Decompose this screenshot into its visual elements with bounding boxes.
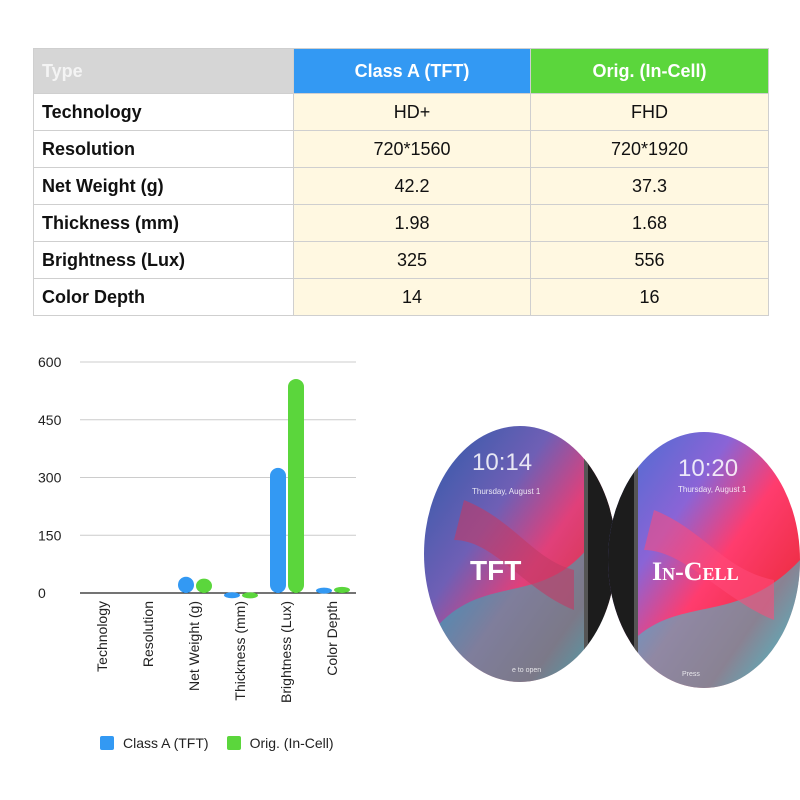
legend-label: Orig. (In-Cell) xyxy=(249,735,334,751)
bar-orig xyxy=(334,586,350,593)
cell-orig: 1.68 xyxy=(530,204,769,242)
legend-item-class-a: Class A (TFT) xyxy=(100,735,209,751)
row-label: Net Weight (g) xyxy=(33,167,294,205)
chart-legend: Class A (TFT) Orig. (In-Cell) xyxy=(100,735,352,751)
bar-class-a xyxy=(224,592,240,599)
cell-orig: 37.3 xyxy=(530,167,769,205)
row-label: Brightness (Lux) xyxy=(33,241,294,279)
incell-date: Thursday, August 1 xyxy=(678,485,747,494)
bar-orig xyxy=(196,578,212,593)
table-row: Net Weight (g) 42.2 37.3 xyxy=(33,167,769,205)
y-tick-label: 150 xyxy=(38,527,62,543)
incell-phone: 10:20 Thursday, August 1 In-Cell Press xyxy=(608,432,800,688)
y-tick-label: 600 xyxy=(38,354,62,370)
legend-swatch-green xyxy=(226,736,241,750)
tft-phone: 10:14 Thursday, August 1 TFT e to open xyxy=(424,426,616,682)
row-label: Technology xyxy=(33,93,294,131)
bar-class-a xyxy=(178,576,194,593)
cell-orig: 720*1920 xyxy=(530,130,769,168)
y-tick-label: 300 xyxy=(38,470,62,486)
row-label: Resolution xyxy=(33,130,294,168)
x-tick-label: Net Weight (g) xyxy=(186,601,202,691)
tft-hint: e to open xyxy=(512,667,541,674)
bar-class-a xyxy=(270,467,286,593)
spec-table: Type Class A (TFT) Orig. (In-Cell) Techn… xyxy=(33,48,769,316)
y-tick-label: 0 xyxy=(38,585,46,601)
cell-class-a: 42.2 xyxy=(293,167,531,205)
legend-label: Class A (TFT) xyxy=(123,735,209,751)
x-tick-label: Technology xyxy=(94,601,110,672)
cell-orig: FHD xyxy=(530,93,769,131)
header-orig: Orig. (In-Cell) xyxy=(530,48,769,94)
cell-class-a: 14 xyxy=(293,278,531,316)
x-tick-label: Thickness (mm) xyxy=(232,601,248,701)
table-row: Technology HD+ FHD xyxy=(33,93,769,131)
legend-item-orig: Orig. (In-Cell) xyxy=(226,735,334,751)
bar-orig xyxy=(242,592,258,599)
bar-class-a xyxy=(316,587,332,594)
incell-label: In-Cell xyxy=(652,557,739,586)
header-type: Type xyxy=(33,48,294,94)
tft-time: 10:14 xyxy=(472,449,532,476)
bar-chart: 0 150 300 450 600 Technology Resolution Net Wei… xyxy=(38,354,356,703)
incell-time: 10:20 xyxy=(678,455,738,482)
table-row: Color Depth 14 16 xyxy=(33,278,769,316)
tft-label: TFT xyxy=(470,555,521,586)
table-row: Brightness (Lux) 325 556 xyxy=(33,241,769,279)
bar-orig xyxy=(288,378,304,593)
table-row: Thickness (mm) 1.98 1.68 xyxy=(33,204,769,242)
row-label: Thickness (mm) xyxy=(33,204,294,242)
y-tick-label: 450 xyxy=(38,412,62,428)
table-header-row: Type Class A (TFT) Orig. (In-Cell) xyxy=(33,48,769,94)
row-label: Color Depth xyxy=(33,278,294,316)
x-tick-label: Resolution xyxy=(140,601,156,667)
incell-hint: Press xyxy=(682,671,700,678)
legend-swatch-blue xyxy=(100,736,114,750)
header-class-a: Class A (TFT) xyxy=(293,48,531,94)
tft-date: Thursday, August 1 xyxy=(472,487,541,496)
cell-class-a: 1.98 xyxy=(293,204,531,242)
cell-orig: 556 xyxy=(530,241,769,279)
cell-class-a: HD+ xyxy=(293,93,531,131)
x-tick-label: Brightness (Lux) xyxy=(278,601,294,703)
phones-comparison-image: 10:14 Thursday, August 1 TFT e to open 1… xyxy=(424,426,800,688)
x-tick-label: Color Depth xyxy=(324,601,340,676)
table-row: Resolution 720*1560 720*1920 xyxy=(33,130,769,168)
cell-orig: 16 xyxy=(530,278,769,316)
cell-class-a: 325 xyxy=(293,241,531,279)
cell-class-a: 720*1560 xyxy=(293,130,531,168)
